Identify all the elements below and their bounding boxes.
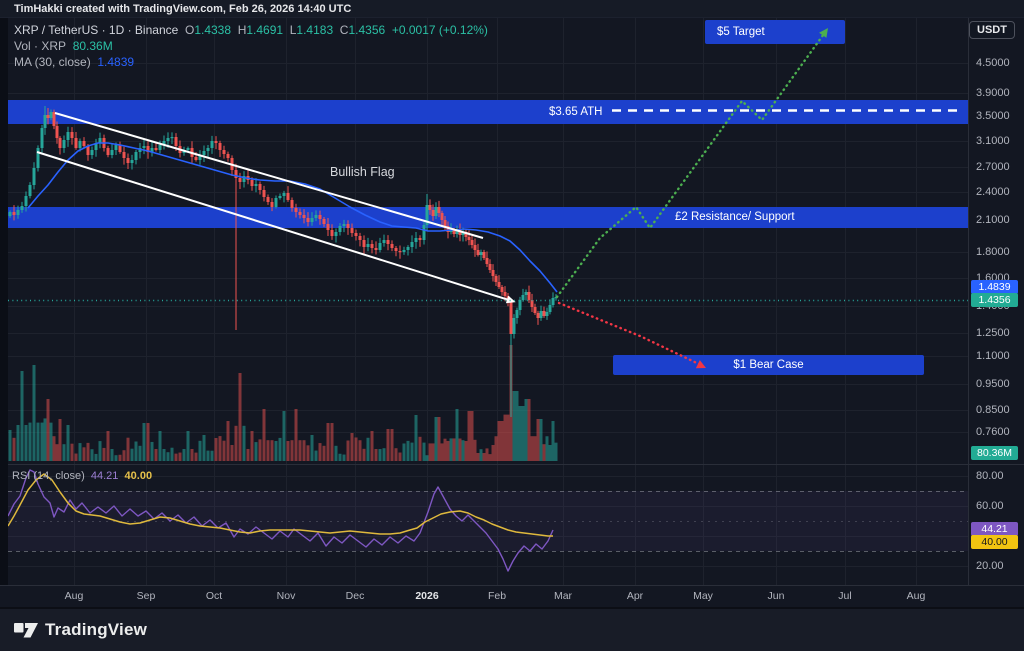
channel-upper-line[interactable] [54, 112, 484, 239]
time-axis-label: Nov [276, 590, 296, 602]
tradingview-logo-icon [14, 623, 38, 638]
time-axis-label: Mar [553, 590, 573, 602]
tradingview-wordmark: TradingView [45, 620, 148, 639]
high-label: H [237, 23, 247, 37]
volume-series [8, 345, 558, 461]
bear-case-banner-label[interactable]: $1 Bear Case [733, 359, 804, 371]
axis-value-badge: 1.4356 [971, 293, 1018, 307]
rsi-axis-label: 20.00 [976, 560, 1004, 572]
price-axis-label: 3.1000 [976, 135, 1010, 147]
price-axis-label: 0.9500 [976, 378, 1010, 390]
ma-label: MA (30, close) [14, 55, 91, 69]
rsi-line [7, 469, 554, 572]
time-axis-label: Dec [345, 590, 365, 602]
time-axis-label: 2026 [415, 590, 439, 602]
rsi-axis-label: 60.00 [976, 500, 1004, 512]
price-axis-label: 2.4000 [976, 186, 1010, 198]
ma-line [27, 142, 558, 293]
open-label: O [184, 23, 195, 37]
rsi-zone-fill [8, 491, 968, 551]
time-axis-label: Aug [64, 590, 84, 602]
time-axis-label: Jul [838, 590, 852, 602]
close-value: 1.4356 [348, 23, 386, 37]
change-value: +0.0017 (+0.12%) [391, 23, 488, 37]
channel-arrowhead [505, 295, 516, 304]
bullish-flag-label[interactable]: Bullish Flag [330, 165, 395, 179]
rsi-label: RSI (14, close) [12, 470, 85, 482]
price-axis-label: 1.2500 [976, 327, 1010, 339]
price-axis-label: 4.5000 [976, 57, 1010, 69]
bear-projection-line[interactable] [557, 301, 705, 368]
attribution-text: TimHakki created with TradingView.com, F… [14, 3, 352, 15]
axis-value-badge: 1.4839 [971, 280, 1018, 294]
candle-series [8, 106, 558, 417]
price-axis-label: 2.1000 [976, 214, 1010, 226]
rsi-legend[interactable]: RSI (14, close) 44.21 40.00 [12, 470, 152, 482]
price-axis-label: 0.7600 [976, 426, 1010, 438]
close-label: C [339, 23, 349, 37]
time-axis[interactable]: Aug Sep Oct Nov Dec 2026 Feb Mar Apr May Jun Jul Aug [0, 585, 1024, 608]
symbol-title[interactable]: XRP / TetherUS · 1D · Binance [14, 23, 179, 37]
symbol-legend[interactable]: XRP / TetherUS · 1D · Binance O1.4338 H1… [14, 23, 488, 71]
rsi-value: 44.21 [90, 470, 119, 482]
time-axis-label: Feb [487, 590, 507, 602]
target-banner-box[interactable] [705, 20, 845, 44]
open-value: 1.4338 [194, 23, 232, 37]
volume-value: 80.36M [72, 39, 113, 53]
time-axis-label: May [693, 590, 713, 602]
time-axis-label: Sep [136, 590, 156, 602]
rsi-axis-label: 80.00 [976, 470, 1004, 482]
axis-value-badge: 40.00 [971, 535, 1018, 549]
ath-band-label[interactable]: $3.65 ATH [549, 106, 603, 118]
target-banner-label[interactable]: $5 Target [717, 26, 765, 38]
target-projection-line[interactable] [555, 29, 828, 299]
low-label: L [289, 23, 297, 37]
ma-value: 1.4839 [97, 55, 135, 69]
time-axis-label: Oct [205, 590, 223, 602]
volume-label: Vol · XRP [14, 39, 67, 53]
target-projection-arrowhead [819, 28, 828, 38]
high-value: 1.4691 [246, 23, 284, 37]
rsi-ma-value: 40.00 [124, 470, 153, 482]
ath-band[interactable] [8, 100, 968, 124]
bear-projection-arrowhead [695, 360, 706, 369]
attribution-bar: TimHakki created with TradingView.com, F… [0, 0, 1024, 18]
left-margin-strip [0, 18, 8, 607]
legend-row-ma[interactable]: MA (30, close) 1.4839 [14, 55, 488, 70]
tradingview-logo[interactable]: TradingView [14, 619, 147, 641]
price-axis-label: 0.8500 [976, 404, 1010, 416]
price-axis-label: 3.5000 [976, 110, 1010, 122]
time-axis-label: Jun [767, 590, 785, 602]
time-axis-label: Apr [626, 590, 644, 602]
resistance-band[interactable] [8, 207, 968, 228]
currency-toggle-button[interactable]: USDT [969, 21, 1015, 39]
price-axis-label: 3.9000 [976, 87, 1010, 99]
axis-value-badge: 44.21 [971, 522, 1018, 536]
footer-bar: TradingView [0, 607, 1024, 651]
legend-row-symbol[interactable]: XRP / TetherUS · 1D · Binance O1.4338 H1… [14, 23, 488, 38]
legend-row-volume[interactable]: Vol · XRP 80.36M [14, 39, 488, 54]
resistance-band-label[interactable]: £2 Resistance/ Support [675, 211, 795, 223]
rsi-ma-line [7, 473, 553, 537]
price-axis[interactable]: 4.5000 3.9000 3.5000 3.1000 2.7000 2.4000 2.10… [968, 18, 1024, 585]
price-axis-label: 2.7000 [976, 161, 1010, 173]
time-axis-label: Aug [906, 590, 926, 602]
price-axis-label: 1.1000 [976, 350, 1010, 362]
price-axis-label: 1.8000 [976, 246, 1010, 258]
channel-lower-line[interactable] [36, 151, 510, 301]
axis-value-badge: 80.36M [971, 446, 1018, 460]
low-value: 1.4183 [296, 23, 334, 37]
